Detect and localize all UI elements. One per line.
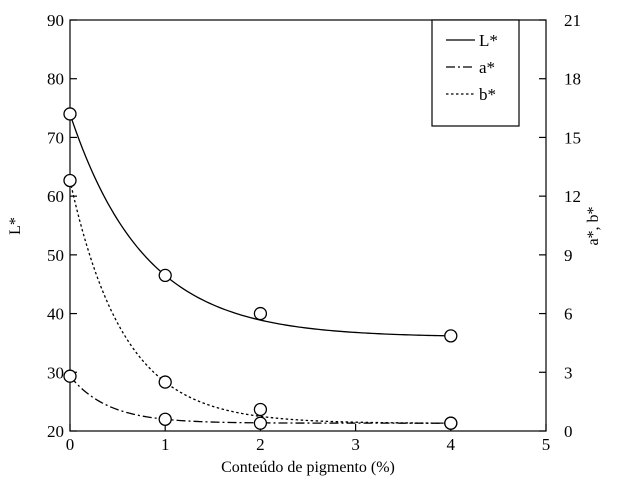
- y2-axis-label: a*, b*: [585, 206, 602, 245]
- x-tick-label-1: 1: [161, 435, 170, 454]
- y2-tick-label-0: 0: [564, 422, 573, 441]
- series-line-2: [69, 180, 451, 424]
- x-tick-label-2: 2: [256, 435, 265, 454]
- y2-tick-label-5: 15: [564, 128, 581, 147]
- y-tick-label-6: 80: [47, 70, 64, 89]
- data-point-2-2: [253, 402, 268, 417]
- data-point-0-1: [158, 268, 172, 283]
- x-axis-label: Conteúdo de pigmento (%): [221, 459, 395, 476]
- x-tick-label-5: 5: [542, 435, 551, 454]
- legend-box: [431, 19, 520, 127]
- data-point-2-1: [158, 375, 172, 389]
- y2-tick-label-2: 6: [564, 305, 573, 324]
- plot-frame: [69, 19, 547, 432]
- x-tick-label-4: 4: [447, 435, 456, 454]
- data-point-1-0: [63, 369, 77, 383]
- y-axis-label: L*: [7, 217, 24, 235]
- y2-tick-label-6: 18: [564, 70, 581, 89]
- data-points: [63, 107, 458, 430]
- legend-label-1: a*: [479, 58, 495, 77]
- y-tick-label-1: 30: [47, 363, 64, 382]
- data-point-1-1: [158, 412, 172, 426]
- data-point-2-3: [444, 416, 458, 430]
- data-point-2-0: [63, 173, 77, 188]
- y-tick-label-5: 70: [47, 128, 64, 147]
- y-tick-label-7: 90: [47, 11, 64, 30]
- data-point-0-0: [63, 107, 77, 121]
- series-line-0: [69, 113, 451, 337]
- data-point-0-3: [444, 329, 458, 343]
- data-point-0-2: [253, 306, 268, 321]
- y-tick-label-0: 20: [47, 422, 64, 441]
- y-tick-label-3: 50: [47, 246, 64, 265]
- y2-tick-label-3: 9: [564, 246, 573, 265]
- y-tick-label-4: 60: [47, 187, 64, 206]
- x-tick-label-0: 0: [66, 435, 75, 454]
- legend-label-2: b*: [479, 85, 496, 104]
- data-point-1-2: [253, 416, 268, 430]
- y-tick-label-2: 40: [47, 305, 64, 324]
- y2-tick-label-7: 21: [564, 11, 581, 30]
- legend-label-0: L*: [479, 31, 498, 50]
- legend: L* a* b*: [431, 19, 520, 127]
- y2-tick-label-1: 3: [564, 363, 573, 382]
- series-lines: [69, 113, 451, 424]
- y2-tick-label-4: 12: [564, 187, 581, 206]
- x-tick-label-3: 3: [351, 435, 360, 454]
- series-line-1: [69, 375, 451, 424]
